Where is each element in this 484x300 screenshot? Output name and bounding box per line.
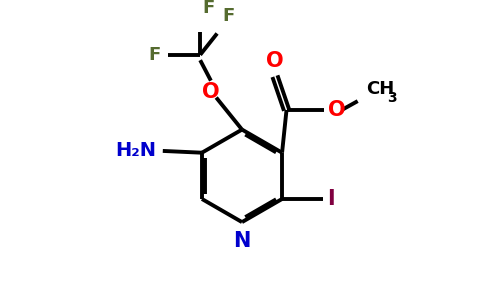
- Text: F: F: [149, 46, 161, 64]
- Text: O: O: [328, 100, 346, 120]
- Text: O: O: [202, 82, 220, 102]
- Text: H₂N: H₂N: [116, 141, 156, 160]
- Text: N: N: [233, 231, 251, 251]
- Text: F: F: [223, 7, 235, 25]
- Text: I: I: [328, 189, 335, 209]
- Text: F: F: [203, 0, 215, 17]
- Text: 3: 3: [387, 91, 397, 105]
- Text: CH: CH: [366, 80, 395, 98]
- Text: O: O: [266, 51, 284, 71]
